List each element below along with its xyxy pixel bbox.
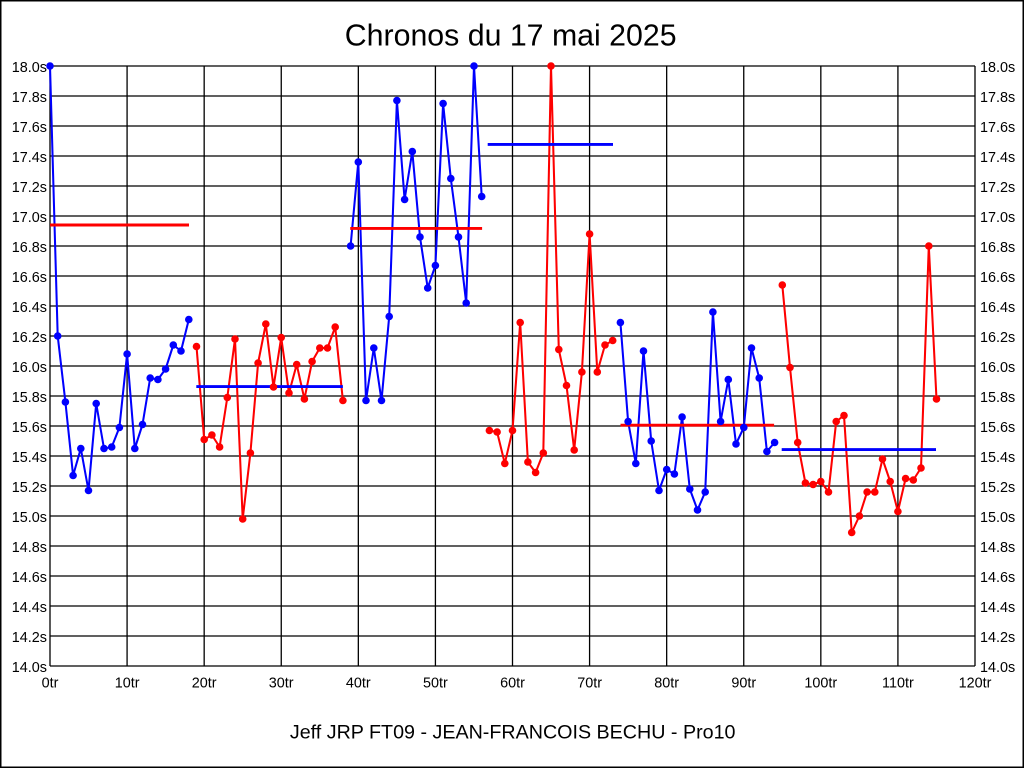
svg-text:30tr: 30tr: [269, 676, 294, 692]
svg-text:0tr: 0tr: [42, 676, 59, 692]
svg-text:16.2s: 16.2s: [12, 330, 47, 346]
svg-text:14.6s: 14.6s: [12, 570, 47, 586]
svg-text:14.6s: 14.6s: [980, 570, 1015, 586]
svg-text:20tr: 20tr: [192, 676, 217, 692]
svg-text:18.0s: 18.0s: [12, 60, 47, 76]
svg-text:15.2s: 15.2s: [12, 480, 47, 496]
svg-text:15.6s: 15.6s: [980, 420, 1015, 436]
svg-text:17.2s: 17.2s: [980, 180, 1015, 196]
svg-text:60tr: 60tr: [500, 676, 525, 692]
svg-text:14.2s: 14.2s: [980, 630, 1015, 646]
svg-text:14.0s: 14.0s: [980, 660, 1015, 676]
svg-text:16.6s: 16.6s: [980, 270, 1015, 286]
svg-text:16.8s: 16.8s: [980, 240, 1015, 256]
svg-text:15.4s: 15.4s: [980, 450, 1015, 466]
svg-text:16.6s: 16.6s: [12, 270, 47, 286]
svg-text:40tr: 40tr: [346, 676, 371, 692]
svg-text:90tr: 90tr: [731, 676, 756, 692]
svg-text:15.8s: 15.8s: [980, 390, 1015, 406]
svg-text:15.8s: 15.8s: [12, 390, 47, 406]
svg-text:50tr: 50tr: [423, 676, 448, 692]
svg-text:17.8s: 17.8s: [980, 90, 1015, 106]
svg-text:120tr: 120tr: [959, 676, 992, 692]
svg-text:14.8s: 14.8s: [980, 540, 1015, 556]
svg-text:18.0s: 18.0s: [980, 60, 1015, 76]
svg-text:16.0s: 16.0s: [12, 360, 47, 376]
svg-text:15.0s: 15.0s: [980, 510, 1015, 526]
svg-text:16.2s: 16.2s: [980, 330, 1015, 346]
svg-text:14.4s: 14.4s: [12, 600, 47, 616]
svg-text:Jeff JRP FT09 - JEAN-FRANCOIS: Jeff JRP FT09 - JEAN-FRANCOIS BECHU - Pr…: [290, 721, 736, 743]
svg-text:80tr: 80tr: [654, 676, 679, 692]
svg-text:17.4s: 17.4s: [12, 150, 47, 166]
svg-text:17.8s: 17.8s: [12, 90, 47, 106]
svg-text:17.0s: 17.0s: [12, 210, 47, 226]
svg-text:14.2s: 14.2s: [12, 630, 47, 646]
svg-text:14.0s: 14.0s: [12, 660, 47, 676]
svg-text:17.6s: 17.6s: [12, 120, 47, 136]
svg-text:14.8s: 14.8s: [12, 540, 47, 556]
svg-text:17.6s: 17.6s: [980, 120, 1015, 136]
svg-text:100tr: 100tr: [804, 676, 837, 692]
svg-text:15.4s: 15.4s: [12, 450, 47, 466]
svg-text:15.0s: 15.0s: [12, 510, 47, 526]
svg-text:17.0s: 17.0s: [980, 210, 1015, 226]
svg-text:15.6s: 15.6s: [12, 420, 47, 436]
svg-text:16.8s: 16.8s: [12, 240, 47, 256]
svg-text:16.4s: 16.4s: [12, 300, 47, 316]
svg-text:70tr: 70tr: [577, 676, 602, 692]
svg-text:16.0s: 16.0s: [980, 360, 1015, 376]
svg-text:16.4s: 16.4s: [980, 300, 1015, 316]
svg-text:10tr: 10tr: [115, 676, 140, 692]
svg-text:17.2s: 17.2s: [12, 180, 47, 196]
svg-text:15.2s: 15.2s: [980, 480, 1015, 496]
svg-text:14.4s: 14.4s: [980, 600, 1015, 616]
svg-text:Chronos du 17 mai 2025: Chronos du 17 mai 2025: [345, 19, 677, 52]
svg-text:17.4s: 17.4s: [980, 150, 1015, 166]
svg-text:110tr: 110tr: [882, 676, 914, 692]
